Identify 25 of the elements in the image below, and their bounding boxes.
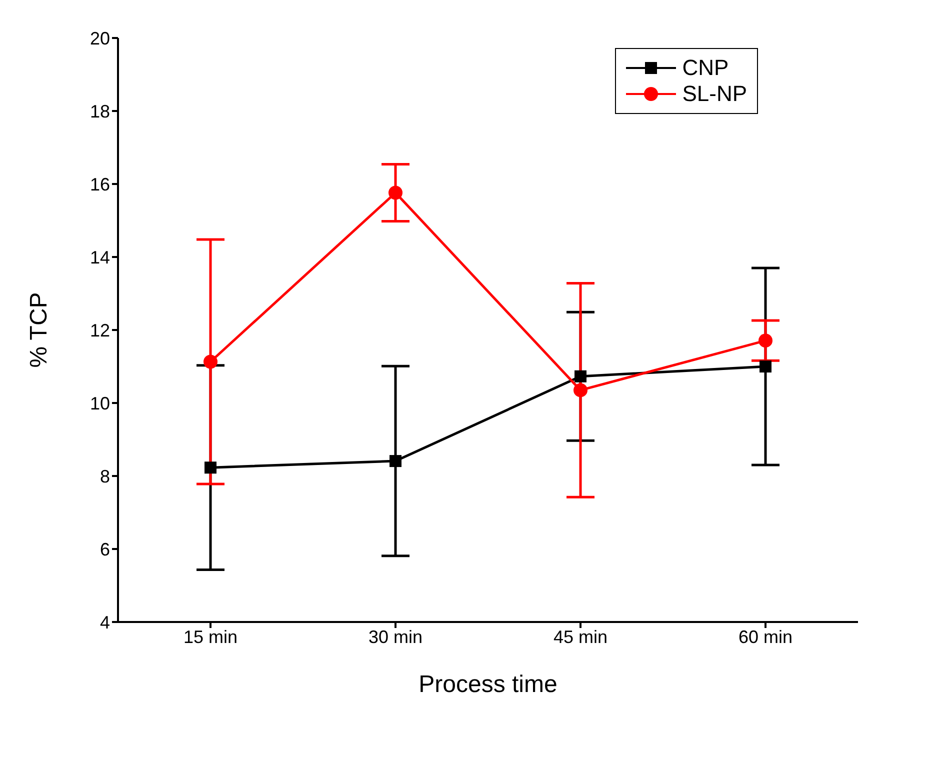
point xyxy=(758,334,772,348)
x-axis-title: Process time xyxy=(418,671,558,698)
y-tick-label: 12 xyxy=(90,320,110,340)
y-tick-label: 8 xyxy=(100,466,110,486)
point xyxy=(204,354,218,369)
point xyxy=(388,186,402,200)
point xyxy=(204,462,216,474)
x-tick-label: 30 min xyxy=(368,626,423,647)
y-tick-label: 6 xyxy=(100,539,110,560)
x-tick-label: 45 min xyxy=(553,626,608,647)
point xyxy=(574,383,588,398)
point xyxy=(760,360,772,372)
y-tick-label: 16 xyxy=(90,174,110,194)
y-tick-label: 18 xyxy=(90,101,110,122)
y-tick-label: 10 xyxy=(90,393,110,414)
y-axis-title: % TCP xyxy=(26,292,53,368)
y-tick-label: 14 xyxy=(90,247,110,268)
y-tick-label: 20 xyxy=(90,28,110,48)
point xyxy=(390,455,402,468)
x-tick-label: 15 min xyxy=(183,626,238,647)
point xyxy=(574,370,586,382)
x-tick-label: 60 min xyxy=(738,626,793,647)
legend-label: CNP xyxy=(682,55,729,81)
y-tick-label: 4 xyxy=(100,612,110,632)
legend-label: SL-NP xyxy=(682,81,747,107)
